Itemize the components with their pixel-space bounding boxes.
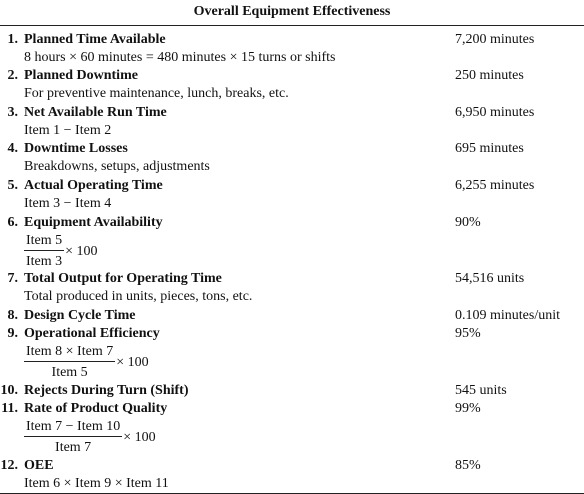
item-value: 90% xyxy=(455,215,481,230)
item-title: Total Output for Operating Time xyxy=(24,271,222,286)
item-value: 95% xyxy=(455,326,481,341)
multiplier: × 100 xyxy=(123,429,156,445)
item-value: 54,516 units xyxy=(455,271,525,286)
item-value: 6,950 minutes xyxy=(455,105,535,120)
item-value: 99% xyxy=(455,401,481,416)
item-number: 12. xyxy=(0,458,19,473)
item-description: 8 hours × 60 minutes = 480 minutes × 15 … xyxy=(24,50,336,65)
item-number: 5. xyxy=(7,178,19,193)
item-title: OEE xyxy=(24,458,54,473)
item-title: Rate of Product Quality xyxy=(24,401,168,416)
denominator: Item 5 xyxy=(51,365,88,380)
item-value: 0.109 minutes/unit xyxy=(455,308,560,323)
item-title: Operational Efficiency xyxy=(24,326,160,341)
fraction: Item 7 − Item 10 Item 7 xyxy=(24,419,123,456)
item-description: Breakdowns, setups, adjustments xyxy=(24,159,210,174)
item-value: 6,255 minutes xyxy=(455,178,535,193)
numerator: Item 5 xyxy=(24,233,65,251)
item-number: 3. xyxy=(7,105,19,120)
item-value: 85% xyxy=(455,458,481,473)
item-description: For preventive maintenance, lunch, break… xyxy=(24,86,289,101)
title: Overall Equipment Effectiveness xyxy=(193,4,391,19)
denominator: Item 7 xyxy=(55,440,92,455)
item-number: 10. xyxy=(0,383,19,398)
item-value: 545 units xyxy=(455,383,507,398)
formula: Item 7 − Item 10 Item 7 × 100 xyxy=(24,419,156,456)
item-title: Downtime Losses xyxy=(24,141,128,156)
item-description: Item 6 × Item 9 × Item 11 xyxy=(24,476,169,491)
item-title: Equipment Availability xyxy=(24,215,163,230)
numerator: Item 7 − Item 10 xyxy=(24,419,123,437)
numerator: Item 8 × Item 7 xyxy=(24,344,116,362)
denominator: Item 3 xyxy=(26,254,63,269)
item-number: 6. xyxy=(7,215,19,230)
item-number: 11. xyxy=(1,401,18,416)
rule xyxy=(0,25,584,26)
item-description: Total produced in units, pieces, tons, e… xyxy=(24,289,253,304)
item-number: 4. xyxy=(7,141,19,156)
item-title: Actual Operating Time xyxy=(24,178,163,193)
fraction: Item 5 Item 3 xyxy=(24,233,65,270)
item-title: Planned Time Available xyxy=(24,32,166,47)
item-title: Planned Downtime xyxy=(24,68,138,83)
item-value: 7,200 minutes xyxy=(455,32,535,47)
multiplier: × 100 xyxy=(65,243,98,259)
item-number: 2. xyxy=(7,68,19,83)
item-number: 1. xyxy=(7,32,19,47)
item-description: Item 3 − Item 4 xyxy=(24,196,112,211)
item-title: Design Cycle Time xyxy=(24,308,136,323)
item-number: 7. xyxy=(7,271,19,286)
item-title: Net Available Run Time xyxy=(24,105,167,120)
item-number: 8. xyxy=(7,308,19,323)
item-value: 695 minutes xyxy=(455,141,524,156)
item-description: Item 1 − Item 2 xyxy=(24,123,112,138)
multiplier: × 100 xyxy=(116,354,149,370)
item-title: Rejects During Turn (Shift) xyxy=(24,383,189,398)
item-value: 250 minutes xyxy=(455,68,524,83)
formula: Item 8 × Item 7 Item 5 × 100 xyxy=(24,344,149,381)
item-number: 9. xyxy=(7,326,19,341)
fraction: Item 8 × Item 7 Item 5 xyxy=(24,344,116,381)
formula: Item 5 Item 3 × 100 xyxy=(24,233,98,270)
